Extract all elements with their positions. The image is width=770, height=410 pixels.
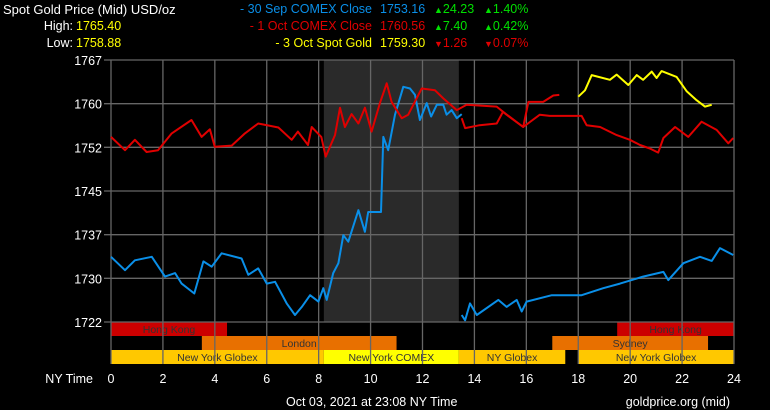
legend-change-pct: 0.07% xyxy=(492,36,529,50)
legend-value: 1759.30 xyxy=(380,36,426,50)
session-label: New York Globex xyxy=(177,352,258,364)
x-tick-label: 14 xyxy=(467,372,481,386)
legend-value: 1753.16 xyxy=(380,2,426,16)
legend-value: 1760.56 xyxy=(380,19,426,33)
arrow-up-icon: ▲ xyxy=(434,22,443,32)
low-label: Low: xyxy=(46,36,73,50)
legend-label: - 1 Oct COMEX Close xyxy=(249,19,372,33)
legend-change-pct: 1.40% xyxy=(492,2,529,16)
x-tick-label: 12 xyxy=(416,372,430,386)
series-line xyxy=(110,85,463,316)
y-tick-label: 1737 xyxy=(74,229,102,243)
y-tick-label: 1760 xyxy=(74,98,102,112)
session-label: Hong Kong xyxy=(649,324,702,336)
arrow-down-icon: ▼ xyxy=(484,39,493,49)
series-30-sep-comex-close xyxy=(110,85,734,322)
session-label: London xyxy=(282,338,317,350)
series-line xyxy=(460,247,734,322)
session-band xyxy=(323,350,459,364)
session-label: Hong Kong xyxy=(143,324,196,336)
session-band xyxy=(578,350,734,364)
legend-change-pct: 0.42% xyxy=(492,19,529,33)
session-band xyxy=(111,322,228,336)
session-band xyxy=(458,350,566,364)
high-label: High: xyxy=(43,19,73,33)
chart-title: Spot Gold Price (Mid) USD/oz xyxy=(3,2,176,17)
y-tick-label: 1745 xyxy=(74,185,102,199)
low-value: 1758.88 xyxy=(76,36,122,50)
series-line xyxy=(577,70,712,108)
session-band xyxy=(617,322,734,336)
x-tick-label: 20 xyxy=(623,372,637,386)
session-label: New York COMEX xyxy=(348,352,434,364)
legend-change: 24.23 xyxy=(442,2,475,16)
y-tick-label: 1752 xyxy=(74,141,102,155)
legend-change-group: ▲7.40 xyxy=(434,19,467,35)
session-label: New York Globex xyxy=(616,352,697,364)
y-tick-label: 1730 xyxy=(74,272,102,286)
legend-change-group: ▼1.26 xyxy=(434,36,467,52)
legend-change: 1.26 xyxy=(442,36,468,50)
x-tick-label: 24 xyxy=(727,372,741,386)
x-axis-label: NY Time xyxy=(45,372,93,386)
x-tick-label: 22 xyxy=(675,372,689,386)
session-band xyxy=(111,350,324,364)
x-tick-label: 8 xyxy=(315,372,322,386)
session-band xyxy=(201,336,397,350)
high-value: 1765.40 xyxy=(76,19,122,33)
x-tick-label: 4 xyxy=(211,372,218,386)
x-tick-label: 2 xyxy=(159,372,166,386)
x-tick-label: 0 xyxy=(108,372,115,386)
y-tick-label: 1767 xyxy=(74,54,102,68)
x-tick-label: 18 xyxy=(571,372,585,386)
legend-label: - 30 Sep COMEX Close xyxy=(240,2,372,16)
legend-change-pct-group: ▲1.40% xyxy=(484,2,528,18)
legend-change-group: ▲24.23 xyxy=(434,2,474,18)
legend-change-pct-group: ▼0.07% xyxy=(484,36,528,52)
arrow-up-icon: ▲ xyxy=(434,5,443,15)
series-line xyxy=(460,110,734,154)
x-tick-label: 16 xyxy=(519,372,533,386)
arrow-up-icon: ▲ xyxy=(484,5,493,15)
footer-timestamp: Oct 03, 2021 at 23:08 NY Time xyxy=(286,395,458,409)
footer-source: goldprice.org (mid) xyxy=(625,395,730,409)
x-tick-label: 10 xyxy=(364,372,378,386)
y-tick-label: 1722 xyxy=(74,316,102,330)
series-3-oct-spot-gold xyxy=(577,70,712,108)
legend-change-pct-group: ▲0.42% xyxy=(484,19,528,35)
arrow-up-icon: ▲ xyxy=(484,22,493,32)
session-label: NY Globex xyxy=(487,352,538,364)
x-tick-label: 6 xyxy=(263,372,270,386)
legend-change: 7.40 xyxy=(442,19,468,33)
series-line xyxy=(110,82,560,158)
legend-label: - 3 Oct Spot Gold xyxy=(275,36,372,50)
arrow-down-icon: ▼ xyxy=(434,39,443,49)
series-1-oct-comex-close xyxy=(110,82,734,158)
